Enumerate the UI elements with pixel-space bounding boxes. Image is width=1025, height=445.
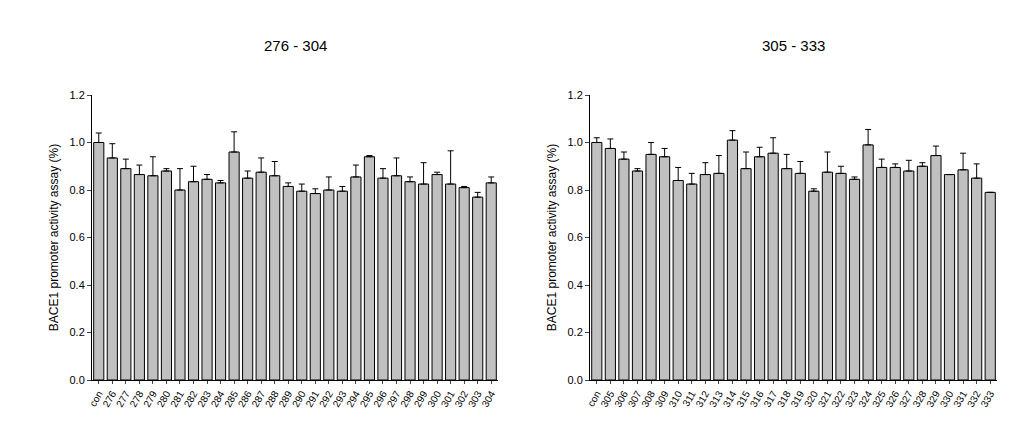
svg-text:330: 330 <box>938 389 956 409</box>
svg-text:276 - 304: 276 - 304 <box>264 37 327 54</box>
svg-text:302: 302 <box>452 389 470 409</box>
svg-text:0.4: 0.4 <box>568 279 583 291</box>
svg-text:1.2: 1.2 <box>70 89 85 101</box>
svg-text:299: 299 <box>412 389 430 409</box>
svg-text:331: 331 <box>951 389 969 409</box>
svg-text:284: 284 <box>209 389 227 409</box>
svg-text:323: 323 <box>843 389 861 409</box>
svg-text:291: 291 <box>303 389 321 409</box>
svg-text:290: 290 <box>290 389 308 409</box>
svg-text:318: 318 <box>775 389 793 409</box>
svg-text:328: 328 <box>911 389 929 409</box>
svg-text:296: 296 <box>371 389 389 409</box>
svg-text:300: 300 <box>425 389 443 409</box>
svg-text:288: 288 <box>263 389 281 409</box>
svg-text:321: 321 <box>816 389 834 409</box>
svg-text:314: 314 <box>721 389 739 409</box>
svg-text:310: 310 <box>666 389 684 409</box>
svg-text:308: 308 <box>639 389 657 409</box>
svg-text:319: 319 <box>788 389 806 409</box>
svg-text:285: 285 <box>222 389 240 409</box>
svg-text:317: 317 <box>761 389 779 409</box>
svg-text:322: 322 <box>829 389 847 409</box>
svg-text:313: 313 <box>707 389 725 409</box>
svg-text:289: 289 <box>276 389 294 409</box>
svg-text:283: 283 <box>195 389 213 409</box>
svg-text:0.2: 0.2 <box>70 326 85 338</box>
svg-text:301: 301 <box>439 389 457 409</box>
svg-text:1.0: 1.0 <box>70 136 85 148</box>
svg-text:293: 293 <box>331 389 349 409</box>
svg-text:315: 315 <box>734 389 752 409</box>
svg-text:281: 281 <box>168 389 186 409</box>
svg-text:0.6: 0.6 <box>70 231 85 243</box>
svg-text:329: 329 <box>924 389 942 409</box>
svg-text:303: 303 <box>466 389 484 409</box>
svg-text:307: 307 <box>626 389 644 409</box>
svg-text:295: 295 <box>358 389 376 409</box>
svg-text:con: con <box>585 389 603 408</box>
svg-text:0.2: 0.2 <box>568 326 583 338</box>
svg-text:298: 298 <box>398 389 416 409</box>
svg-text:316: 316 <box>748 389 766 409</box>
svg-text:324: 324 <box>856 389 874 409</box>
svg-text:con: con <box>87 389 105 408</box>
svg-text:276: 276 <box>100 389 118 409</box>
svg-text:332: 332 <box>965 389 983 409</box>
svg-text:309: 309 <box>653 389 671 409</box>
svg-text:287: 287 <box>249 389 267 409</box>
svg-text:1.0: 1.0 <box>568 136 583 148</box>
svg-text:305: 305 <box>599 389 617 409</box>
svg-text:0.0: 0.0 <box>70 374 85 386</box>
svg-text:306: 306 <box>612 389 630 409</box>
svg-text:0.8: 0.8 <box>568 184 583 196</box>
svg-text:0.8: 0.8 <box>70 184 85 196</box>
svg-text:286: 286 <box>236 389 254 409</box>
svg-text:280: 280 <box>155 389 173 409</box>
svg-text:320: 320 <box>802 389 820 409</box>
svg-text:294: 294 <box>344 389 362 409</box>
svg-text:304: 304 <box>479 389 497 409</box>
svg-text:297: 297 <box>385 389 403 409</box>
svg-text:326: 326 <box>883 389 901 409</box>
svg-text:333: 333 <box>978 389 996 409</box>
svg-text:305 - 333: 305 - 333 <box>762 37 825 54</box>
svg-text:327: 327 <box>897 389 915 409</box>
svg-text:1.2: 1.2 <box>568 89 583 101</box>
svg-text:311: 311 <box>680 389 698 409</box>
svg-text:325: 325 <box>870 389 888 409</box>
svg-text:312: 312 <box>694 389 712 409</box>
svg-text:0.0: 0.0 <box>568 374 583 386</box>
svg-text:0.6: 0.6 <box>568 231 583 243</box>
svg-text:292: 292 <box>317 389 335 409</box>
svg-text:0.4: 0.4 <box>70 279 85 291</box>
svg-text:277: 277 <box>114 389 132 409</box>
svg-text:278: 278 <box>128 389 146 409</box>
svg-text:279: 279 <box>141 389 159 409</box>
svg-text:282: 282 <box>182 389 200 409</box>
svg-text:BACE1 promoter activity assay: BACE1 promoter activity assay (%) <box>545 144 559 331</box>
svg-text:BACE1 promoter activity assay: BACE1 promoter activity assay (%) <box>47 144 61 331</box>
